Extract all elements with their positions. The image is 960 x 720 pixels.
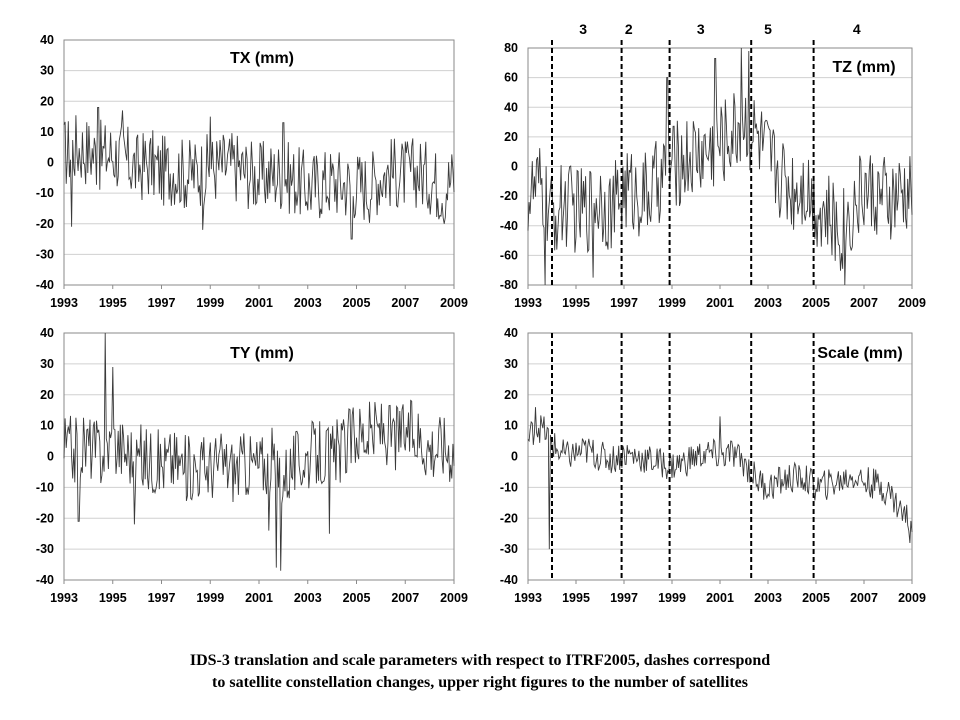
chart-panel-4: 40 30 20 10 0 -10 -20 -30 -40 1993 1995 1997 1999 200…	[500, 326, 926, 605]
plot-frame	[527, 47, 913, 286]
chart-panel-1: 40 30 20 10 0 -10 -20 -30 -40 1993 1995 1997 1999 200…	[36, 33, 468, 310]
series-line	[63, 332, 455, 571]
x-tick-label: 1997	[610, 591, 638, 605]
y-tick-label: 40	[40, 326, 54, 340]
y-tick-label: 80	[504, 41, 518, 55]
y-tick-label: -20	[36, 217, 54, 231]
x-tick-label: 2009	[898, 591, 926, 605]
satellite-count-label: 3	[579, 21, 587, 37]
y-tick-label: 20	[40, 388, 54, 402]
caption-line-1: IDS-3 translation and scale parameters w…	[189, 652, 771, 669]
x-tick-label: 1999	[196, 591, 224, 605]
satellite-count-label: 5	[764, 21, 772, 37]
satellite-count-label: 2	[625, 21, 633, 37]
y-tick-label: 10	[504, 419, 518, 433]
y-tick-label: 40	[504, 326, 518, 340]
y-tick-label: -10	[500, 480, 518, 494]
y-tick-label: 20	[504, 130, 518, 144]
x-tick-label: 1997	[148, 296, 176, 310]
x-tick-label: 1999	[658, 591, 686, 605]
x-tick-label: 1997	[148, 591, 176, 605]
x-tick-label: 2003	[754, 296, 782, 310]
x-tick-label: 2007	[391, 591, 419, 605]
y-tick-label: 10	[40, 125, 54, 139]
x-tick-label: 2009	[440, 296, 468, 310]
y-tick-label: 40	[40, 33, 54, 47]
x-tick-label: 2009	[898, 296, 926, 310]
series-line	[527, 407, 913, 550]
x-tick-label: 2007	[850, 591, 878, 605]
x-tick-label: 2005	[802, 591, 830, 605]
y-tick-label: 0	[511, 160, 518, 174]
caption-line-2: to satellite constellation changes, uppe…	[212, 674, 748, 691]
x-tick-label: 2003	[294, 296, 322, 310]
panel-title: TY (mm)	[230, 345, 294, 362]
y-tick-label: -40	[36, 278, 54, 292]
x-tick-label: 2001	[706, 296, 734, 310]
y-tick-label: 10	[40, 419, 54, 433]
y-tick-label: 0	[47, 450, 54, 464]
panel-title: TX (mm)	[230, 50, 294, 67]
y-tick-label: -40	[500, 219, 518, 233]
y-tick-label: -30	[36, 247, 54, 261]
plot-frame	[527, 332, 913, 581]
y-tick-label: -40	[36, 573, 54, 587]
plot-frame	[63, 39, 455, 286]
x-tick-label: 2009	[440, 591, 468, 605]
x-tick-label: 1993	[50, 591, 78, 605]
x-tick-label: 1993	[514, 591, 542, 605]
x-tick-label: 2001	[245, 296, 273, 310]
y-tick-label: -20	[36, 511, 54, 525]
y-tick-label: -20	[500, 511, 518, 525]
y-tick-label: -30	[500, 542, 518, 556]
satellite-count-label: 4	[853, 21, 861, 37]
y-tick-label: -20	[500, 189, 518, 203]
y-tick-label: 0	[511, 450, 518, 464]
panel-title: TZ (mm)	[832, 59, 895, 76]
y-tick-label: 30	[40, 357, 54, 371]
series-line	[527, 47, 913, 286]
x-tick-label: 2005	[343, 591, 371, 605]
y-tick-label: -30	[36, 542, 54, 556]
y-tick-label: 20	[40, 94, 54, 108]
x-tick-label: 2003	[294, 591, 322, 605]
x-tick-label: 1995	[562, 296, 590, 310]
y-tick-label: 30	[504, 357, 518, 371]
x-tick-label: 1995	[562, 591, 590, 605]
x-tick-label: 1993	[50, 296, 78, 310]
y-tick-label: 30	[40, 64, 54, 78]
x-tick-label: 2001	[245, 591, 273, 605]
panel-title: Scale (mm)	[817, 345, 902, 362]
y-tick-label: 20	[504, 388, 518, 402]
x-tick-label: 1995	[99, 591, 127, 605]
x-tick-label: 2001	[706, 591, 734, 605]
x-tick-label: 2005	[802, 296, 830, 310]
x-tick-label: 2007	[391, 296, 419, 310]
x-tick-label: 1999	[658, 296, 686, 310]
y-tick-label: 60	[504, 71, 518, 85]
chart-panel-3: 40 30 20 10 0 -10 -20 -30 -40 1993 1995 1997 1999 200…	[36, 326, 468, 605]
y-tick-label: 0	[47, 156, 54, 170]
y-tick-label: 40	[504, 100, 518, 114]
x-tick-label: 1993	[514, 296, 542, 310]
x-tick-label: 2007	[850, 296, 878, 310]
y-tick-label: -10	[36, 186, 54, 200]
x-tick-label: 1995	[99, 296, 127, 310]
y-tick-label: -40	[500, 573, 518, 587]
x-tick-label: 1997	[610, 296, 638, 310]
y-tick-label: -80	[500, 278, 518, 292]
x-tick-label: 2003	[754, 591, 782, 605]
x-tick-label: 2005	[343, 296, 371, 310]
x-tick-label: 1999	[196, 296, 224, 310]
satellite-count-label: 3	[697, 21, 705, 37]
y-tick-label: -60	[500, 248, 518, 262]
y-tick-label: -10	[36, 480, 54, 494]
chart-panel-2: 80 60 40 20 0 -20 -40 -60 -80 1993 1995 1997 1999 200…	[500, 21, 926, 310]
series-line	[63, 106, 455, 240]
